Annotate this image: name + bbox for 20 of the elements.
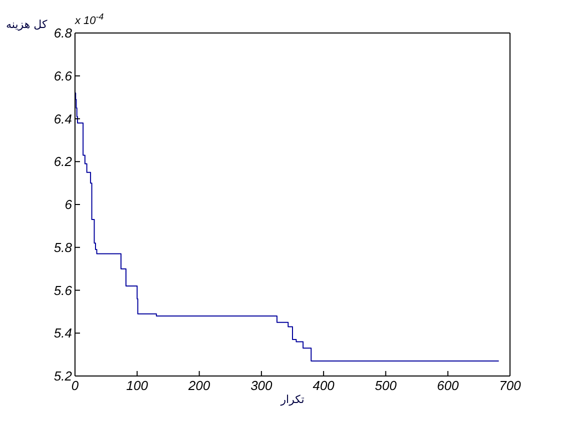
y-axis-title: کل هزینه: [6, 18, 48, 31]
y-tick-label: 6: [64, 197, 73, 212]
y-tick-label: 6.8: [54, 26, 73, 41]
x-tick-label: 400: [312, 378, 336, 394]
x-tick-label: 0: [71, 378, 80, 394]
x-tick-label: 300: [250, 378, 274, 394]
x-tick-label: 200: [187, 378, 211, 394]
y-tick-label: 5.6: [54, 282, 73, 298]
y-tick-label: 6.4: [54, 111, 72, 126]
y-tick-label: 5.4: [54, 326, 72, 341]
y-tick-label: 6.6: [54, 68, 73, 84]
x-tick-label: 700: [499, 378, 522, 394]
y-tick-label: 6.2: [54, 154, 73, 170]
x-tick-label: 600: [437, 378, 460, 394]
x-axis-title: تکرار: [280, 393, 304, 406]
text: x 10$^{-4}$: [75, 12, 104, 27]
y-tick-label: 5.8: [54, 240, 73, 255]
x-tick-label: 100: [126, 378, 149, 394]
y-tick-label: 5.2: [54, 368, 73, 384]
x-tick-label: 500: [374, 378, 398, 394]
